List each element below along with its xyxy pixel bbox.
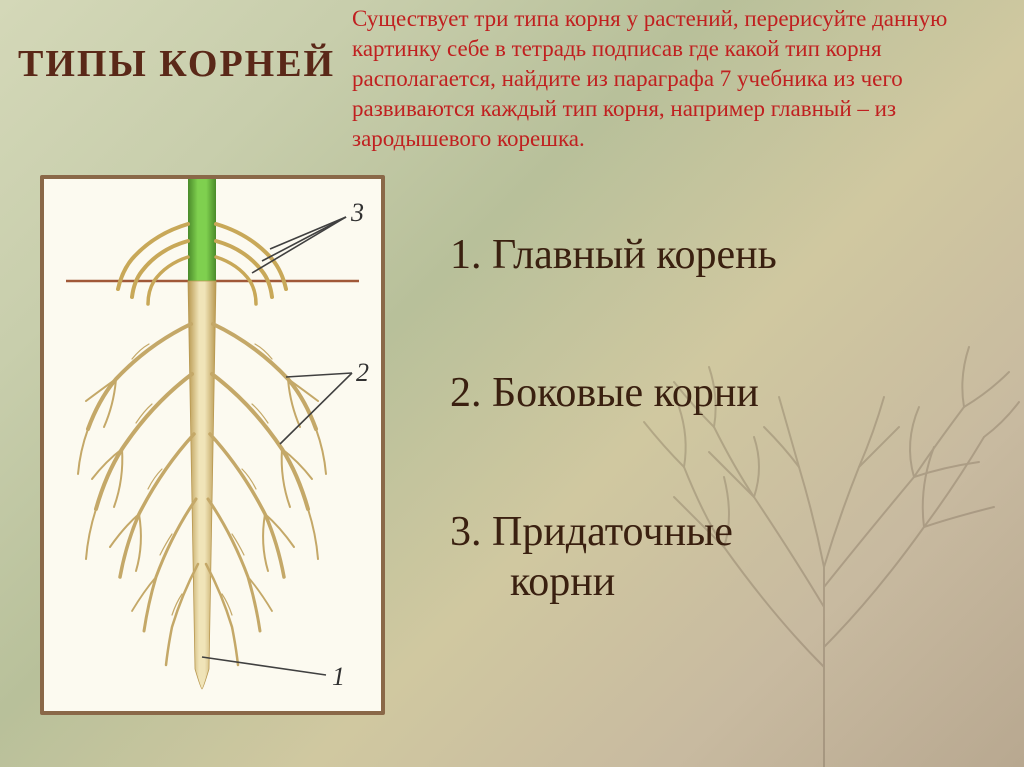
list-item-3: 3. Придаточные корни (450, 507, 1010, 608)
list-item-2: 2. Боковые корни (450, 368, 1010, 418)
list-label-3b: корни (510, 557, 1010, 607)
list-item-1: 1. Главный корень (450, 230, 1010, 280)
list-num-3: 3. (450, 509, 482, 555)
list-label-3: Придаточные (492, 509, 733, 555)
stem (188, 179, 216, 281)
page-title: ТИПЫ КОРНЕЙ (18, 42, 335, 86)
root-diagram-svg: 3 2 1 (44, 179, 381, 711)
list-num-2: 2. (450, 370, 482, 416)
diagram-label-2: 2 (356, 358, 369, 387)
main-root (188, 281, 216, 689)
root-diagram-box: 3 2 1 (40, 175, 385, 715)
root-type-list: 1. Главный корень 2. Боковые корни 3. Пр… (450, 230, 1010, 696)
diagram-label-1: 1 (332, 662, 345, 691)
list-label-1: Главный корень (492, 232, 777, 278)
list-num-1: 1. (450, 232, 482, 278)
instruction-text: Существует три типа корня у растений, пе… (352, 4, 1012, 153)
list-label-2: Боковые корни (492, 370, 759, 416)
diagram-label-3: 3 (350, 198, 364, 227)
